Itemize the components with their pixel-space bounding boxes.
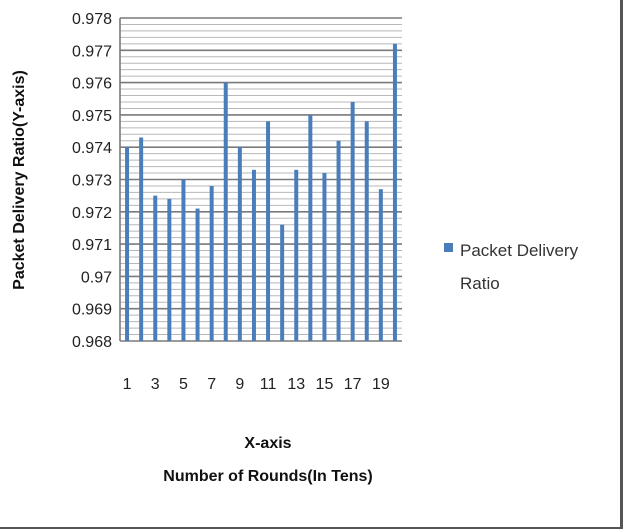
x-tick-label: 3 bbox=[151, 376, 160, 393]
bar-11 bbox=[266, 121, 271, 341]
y-tick-label: 0.97 bbox=[81, 269, 112, 286]
y-tick-label: 0.978 bbox=[72, 11, 112, 28]
x-tick-label: 7 bbox=[207, 376, 216, 393]
y-tick-label: 0.977 bbox=[72, 43, 112, 60]
gridlines bbox=[119, 17, 402, 342]
bar-19 bbox=[378, 189, 383, 341]
legend-label: Packet Delivery bbox=[460, 241, 579, 260]
legend-swatch bbox=[444, 243, 453, 252]
x-tick-label: 13 bbox=[287, 376, 305, 393]
x-tick-label: 11 bbox=[260, 376, 277, 393]
y-tick-label: 0.973 bbox=[72, 173, 112, 190]
bar-5 bbox=[181, 179, 186, 341]
y-tick-label: 0.969 bbox=[72, 302, 112, 319]
bar-10 bbox=[251, 169, 256, 341]
x-tick-label: 15 bbox=[316, 376, 334, 393]
bar-15 bbox=[322, 173, 327, 341]
x-axis-subtitle: Number of Rounds(In Tens) bbox=[163, 468, 372, 485]
x-tick-label: 5 bbox=[179, 376, 188, 393]
y-tick-label: 0.968 bbox=[72, 334, 112, 351]
bar-8 bbox=[223, 82, 228, 341]
x-axis-label: X-axis bbox=[244, 435, 291, 452]
bar-12 bbox=[280, 224, 285, 341]
bar-17 bbox=[350, 101, 355, 341]
y-tick-label: 0.972 bbox=[72, 205, 112, 222]
bar-20 bbox=[392, 43, 397, 342]
legend-label-line2: Ratio bbox=[460, 274, 500, 293]
legend: Packet Delivery Ratio bbox=[444, 241, 579, 293]
y-axis-label: Packet Delivery Ratio(Y-axis) bbox=[11, 70, 28, 290]
bar-2 bbox=[139, 137, 144, 341]
bars bbox=[125, 43, 397, 342]
bar-18 bbox=[364, 121, 369, 341]
x-tick-label: 19 bbox=[372, 376, 390, 393]
y-tick-labels: 0.968 0.969 0.97 0.971 0.972 0.973 0.974 0.975 0… bbox=[72, 11, 112, 351]
y-tick-label: 0.974 bbox=[72, 140, 112, 157]
bar-9 bbox=[237, 147, 242, 341]
bar-7 bbox=[209, 185, 214, 341]
bar-1 bbox=[125, 147, 130, 341]
bar-16 bbox=[336, 140, 341, 341]
bar-4 bbox=[167, 198, 172, 341]
bar-6 bbox=[195, 208, 200, 341]
y-tick-label: 0.971 bbox=[72, 237, 112, 254]
y-tick-label: 0.976 bbox=[72, 76, 112, 93]
x-tick-labels: 1 3 5 7 9 11 13 15 17 19 bbox=[123, 376, 390, 393]
bar-14 bbox=[308, 114, 313, 342]
x-tick-label: 17 bbox=[344, 376, 362, 393]
bar-3 bbox=[153, 195, 158, 341]
x-tick-label: 1 bbox=[123, 376, 132, 393]
x-tick-label: 9 bbox=[235, 376, 244, 393]
y-tick-label: 0.975 bbox=[72, 108, 112, 125]
bar-13 bbox=[294, 169, 299, 341]
